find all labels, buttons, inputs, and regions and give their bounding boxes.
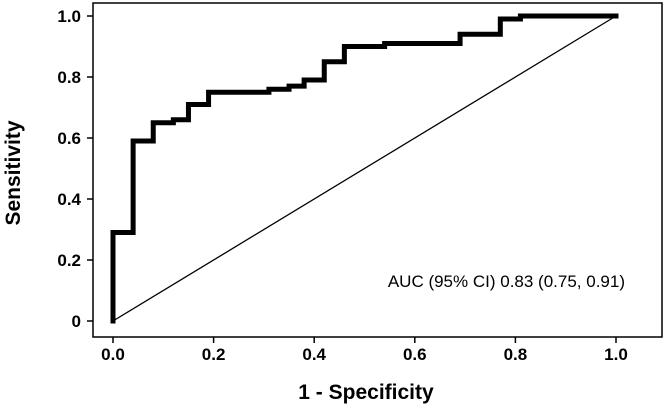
y-tick-label: 0.2 (57, 251, 81, 270)
y-tick-label: 0 (72, 312, 81, 331)
x-tick-label: 0.4 (302, 345, 326, 364)
x-tick-label: 0.8 (504, 345, 528, 364)
y-tick-label: 1.0 (57, 7, 81, 26)
auc-annotation: AUC (95% CI) 0.83 (0.75, 0.91) (388, 272, 625, 291)
plot-frame (92, 2, 663, 338)
y-tick-label: 0.8 (57, 68, 81, 87)
x-tick-label: 0.2 (202, 345, 226, 364)
roc-curve-line (110, 13, 619, 324)
y-tick-label: 0.4 (57, 190, 81, 209)
x-axis-title: 1 - Specificity (298, 381, 434, 404)
series-layer (110, 13, 619, 324)
x-tick-label: 1.0 (604, 345, 628, 364)
x-tick-label: 0.0 (101, 345, 125, 364)
reference-line-line (112, 15, 617, 322)
y-tick-label: 0.6 (57, 129, 81, 148)
y-axis-title: Sensitivity (2, 120, 25, 225)
x-tick-label: 0.6 (403, 345, 427, 364)
axis-ticks: 0.0 0.2 0.4 0.6 0.8 1.0 0 0.2 0.4 0.6 0.8 1.0 (57, 7, 627, 364)
